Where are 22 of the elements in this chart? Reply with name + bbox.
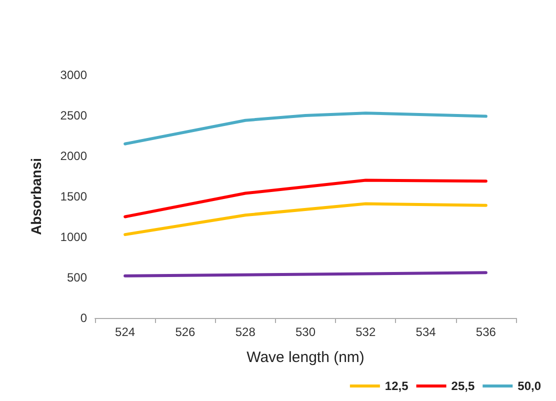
legend-label: 25,5 (451, 379, 475, 393)
x-tick-label: 530 (295, 325, 316, 339)
x-tick-label: 536 (476, 325, 496, 339)
y-tick-label: 3000 (60, 68, 88, 82)
line-series (124, 112, 488, 146)
y-axis-title: Absorbansi (28, 158, 44, 236)
line-series (124, 178, 488, 218)
x-tick-label: 534 (416, 325, 436, 339)
y-tick-label: 1000 (60, 230, 88, 244)
x-tick-label: 524 (115, 325, 136, 339)
y-tick-label: 0 (80, 311, 88, 325)
y-tick-label: 2500 (60, 108, 88, 122)
line-series (124, 202, 488, 236)
x-tick-label: 528 (235, 325, 256, 339)
y-tick-label: 1500 (60, 190, 88, 204)
y-tick-label: 500 (66, 270, 88, 284)
x-tick-label: 526 (175, 325, 196, 339)
x-tick-label: 532 (356, 325, 376, 339)
x-axis-title: Wave length (nm) (246, 349, 364, 366)
legend-label: 50,0 (518, 379, 542, 393)
y-tick-label: 2000 (60, 149, 88, 163)
legend-label: 12,5 (384, 379, 409, 393)
